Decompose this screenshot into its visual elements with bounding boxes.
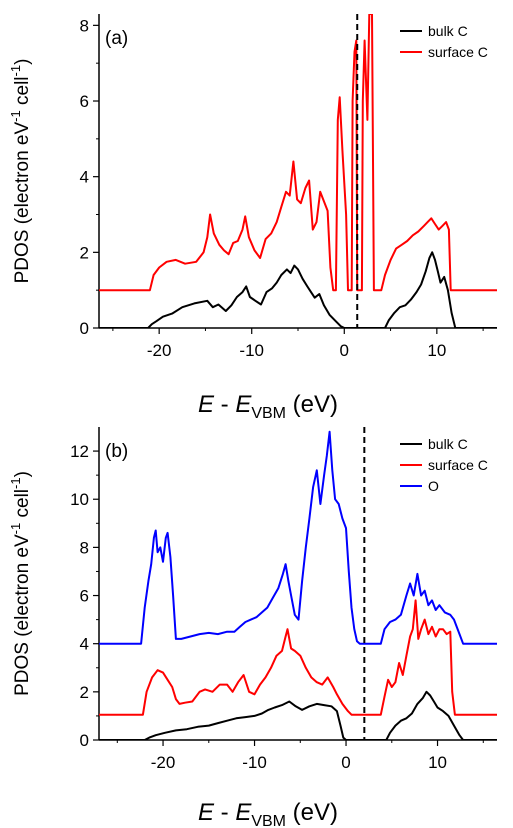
x-tick-label: -10 <box>242 753 267 772</box>
series-line-o <box>99 430 497 645</box>
series-group <box>99 14 497 328</box>
panel-label: (b) <box>105 441 128 462</box>
legend-entry: O <box>428 478 439 494</box>
legend-entry: bulk C <box>428 23 468 39</box>
x-tick-label: 10 <box>427 341 446 360</box>
y-tick-label: 8 <box>80 538 89 557</box>
legend-entry: bulk C <box>428 436 468 452</box>
y-tick-label: 0 <box>80 731 89 750</box>
x-axis-label: E - EVBM (eV) <box>198 799 338 828</box>
x-tick-label: -20 <box>151 753 176 772</box>
series-line-surface-c <box>99 599 497 716</box>
series-group <box>99 430 497 740</box>
y-tick-label: 2 <box>80 683 89 702</box>
y-tick-label: 4 <box>80 168 89 187</box>
x-tick-label: 0 <box>341 753 350 772</box>
y-tick-label: 8 <box>80 16 89 35</box>
series-line-surface-c <box>99 14 497 292</box>
y-tick-label: 6 <box>80 587 89 606</box>
panel-a: 0 2 4 6 8 -20 -10 0 10 (a) bulk C surface C E - EVBM… <box>8 14 497 422</box>
panel-label: (a) <box>105 28 128 49</box>
y-tick-label: 4 <box>80 635 89 654</box>
series-line-bulk-c <box>99 251 497 328</box>
y-tick-label: 6 <box>80 92 89 111</box>
legend-entry: surface C <box>428 457 488 473</box>
x-tick-label: 0 <box>340 341 349 360</box>
x-tick-label: 10 <box>428 753 447 772</box>
y-tick-label: 0 <box>80 319 89 338</box>
y-tick-label: 2 <box>80 243 89 262</box>
y-tick-label: 12 <box>70 442 89 461</box>
x-tick-label: -20 <box>147 341 172 360</box>
y-axis-label: PDOS (electron eV-1 cell-1) <box>8 471 33 696</box>
legend-entry: surface C <box>428 44 488 60</box>
x-axis-label: E - EVBM (eV) <box>198 391 338 422</box>
y-tick-label: 10 <box>70 490 89 509</box>
y-axis-label: PDOS (electron eV-1 cell-1) <box>8 59 33 284</box>
x-tick-label: -10 <box>239 341 264 360</box>
series-line-bulk-c <box>99 690 497 740</box>
panel-b: 0 2 4 6 8 10 12 -20 -10 0 10 (b) bulk C surface C O E -… <box>8 427 497 828</box>
